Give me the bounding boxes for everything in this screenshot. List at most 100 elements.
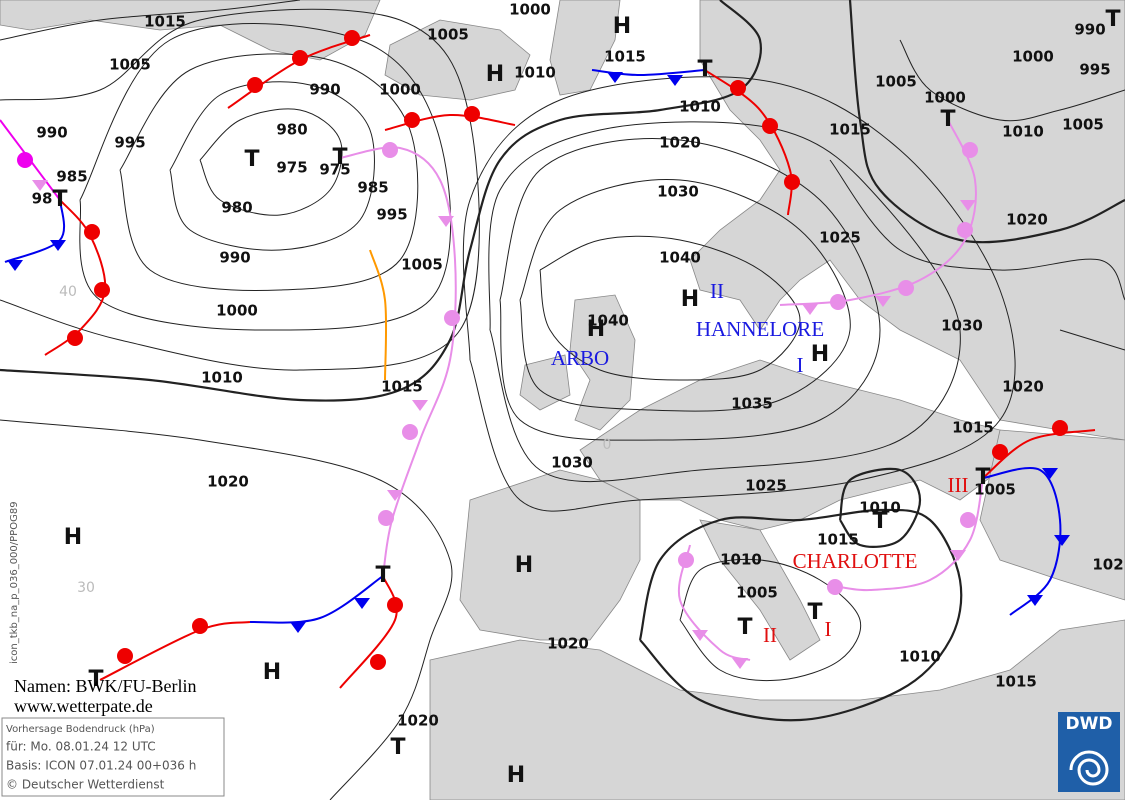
isobar-label: 1020 <box>659 134 701 152</box>
pressure-center: T <box>88 667 103 692</box>
isobar-label: 1005 <box>1062 116 1104 134</box>
front-symbol <box>992 444 1008 460</box>
front-symbol <box>402 424 418 440</box>
isobar <box>848 0 1125 244</box>
isobar <box>79 23 452 331</box>
isobar-label: 1000 <box>509 1 551 19</box>
front-symbol <box>438 216 454 227</box>
isobar-label: 1020 <box>1006 211 1048 229</box>
front-symbol <box>962 142 978 158</box>
front-symbol <box>117 648 133 664</box>
isobar-label: 1035 <box>731 395 773 413</box>
dwd-logo: DWD <box>1058 712 1120 792</box>
isobar-label: 990 <box>219 249 250 267</box>
system-name: I <box>797 353 804 377</box>
front-symbol <box>382 142 398 158</box>
front-symbol <box>692 630 708 641</box>
pressure-center: H <box>486 62 504 87</box>
isobar-label: 985 <box>56 168 87 186</box>
isobar-label: 1010 <box>679 98 721 116</box>
isobar-label: 1030 <box>551 454 593 472</box>
isobar-label: 1015 <box>381 378 423 396</box>
grid-label: 30 <box>77 580 95 596</box>
front-symbol <box>830 294 846 310</box>
front-symbol <box>354 598 370 609</box>
isobar <box>0 0 762 402</box>
front-symbol <box>1052 420 1068 436</box>
great-britain <box>569 294 636 431</box>
isobar <box>539 235 801 381</box>
system-name: III <box>948 473 969 497</box>
front-symbol <box>678 552 694 568</box>
isobar-label: 1005 <box>736 584 778 602</box>
isobar <box>679 558 862 682</box>
pressure-center: H <box>515 553 533 578</box>
isobar <box>0 8 480 371</box>
isobar <box>0 419 453 800</box>
isobar-label: 1000 <box>216 302 258 320</box>
logo-swirl <box>1069 750 1109 786</box>
front-symbol <box>84 224 100 240</box>
pressure-center: T <box>390 735 405 760</box>
front-symbol <box>607 72 623 83</box>
pressure-center: H <box>64 525 82 550</box>
front-symbol <box>1042 468 1058 479</box>
pressure-center: H <box>507 763 525 788</box>
isobar <box>0 0 301 41</box>
isobar-label: 1005 <box>109 56 151 74</box>
front-symbol <box>378 510 394 526</box>
isobar-label: 975 <box>319 161 350 179</box>
isobar-label: 1020 <box>397 712 439 730</box>
isobar-label: 1015 <box>952 419 994 437</box>
front-line <box>384 113 516 131</box>
front-symbol <box>7 260 23 271</box>
side-text: icon_tkb_na_p_036_000/PPOG89 <box>9 501 20 664</box>
iberia <box>459 469 641 641</box>
isobar <box>462 76 1016 512</box>
front-symbol <box>50 240 66 251</box>
front-line <box>982 467 1062 616</box>
front-line <box>369 249 388 381</box>
pressure-center: T <box>375 563 390 588</box>
isobar-label: 1010 <box>899 648 941 666</box>
iceland <box>384 19 531 101</box>
isobar <box>488 121 961 483</box>
front-symbol <box>344 30 360 46</box>
system-name: II <box>763 623 777 647</box>
info-valid: für: Mo. 08.01.24 12 UTC <box>6 740 156 754</box>
front-line <box>339 575 398 689</box>
pressure-center: H <box>681 287 699 312</box>
front-symbol <box>17 152 33 168</box>
isobar-label: 1025 <box>819 229 861 247</box>
isobar-label: 990 <box>309 81 340 99</box>
isobar-label: 1040 <box>587 312 629 330</box>
front-line <box>829 477 984 592</box>
anatolia <box>979 429 1125 601</box>
credits: Namen: BWK/FU-Berlin www.wetterpate.de <box>14 676 196 716</box>
front-line <box>982 429 1096 479</box>
front-symbol <box>292 50 308 66</box>
isobar-label: 980 <box>276 121 307 139</box>
front-symbol <box>1027 595 1043 606</box>
system-name: ARBO <box>551 346 609 370</box>
front-symbol <box>192 618 208 634</box>
front-symbol <box>960 512 976 528</box>
isobar <box>899 39 1125 122</box>
front-symbol <box>94 282 110 298</box>
front-symbol <box>387 490 403 501</box>
isobar <box>119 53 419 291</box>
italy <box>699 519 821 661</box>
isobar <box>838 467 922 548</box>
logo-text: DWD <box>1066 714 1113 734</box>
isobar-label: 1020 <box>207 473 249 491</box>
info-title: Vorhersage Bodendruck (hPa) <box>6 724 155 735</box>
front-symbol <box>464 106 480 122</box>
pressure-center: T <box>737 615 752 640</box>
isobar-label: 1015 <box>817 531 859 549</box>
isobar-label: 990 <box>36 124 67 142</box>
pressure-center: T <box>940 107 955 132</box>
pressure-center: T <box>697 57 712 82</box>
isobar-label: 990 <box>1074 21 1105 39</box>
